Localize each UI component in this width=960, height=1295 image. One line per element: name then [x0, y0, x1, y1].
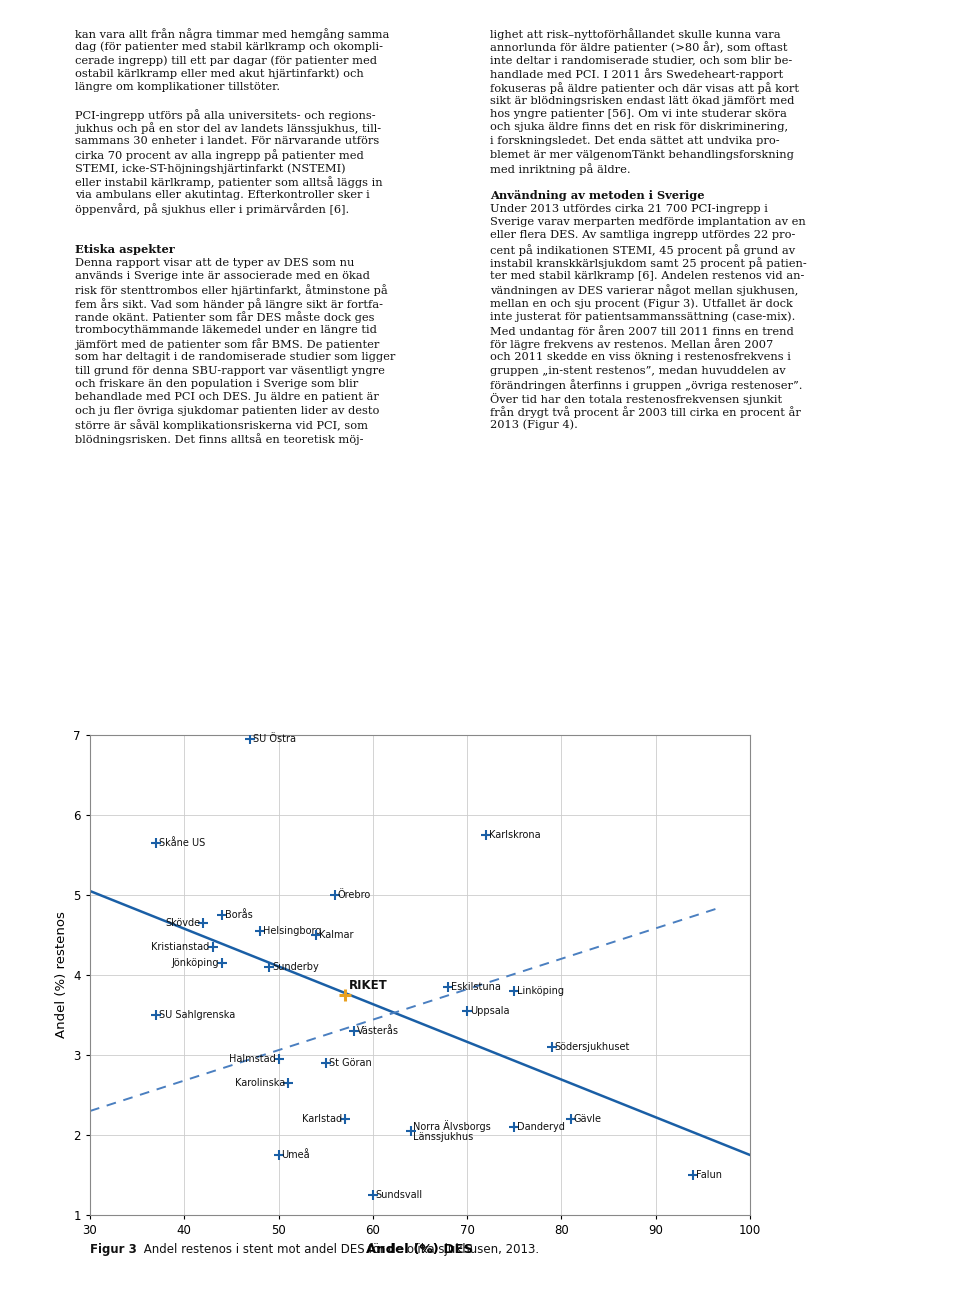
Text: i forskningsledet. Det enda sättet att undvika pro-: i forskningsledet. Det enda sättet att u…: [490, 136, 780, 146]
Text: inte justerat för patientsammanssättning (case-mix).: inte justerat för patientsammanssättning…: [490, 312, 796, 322]
Text: PCI-ingrepp utförs på alla universitets- och regions-: PCI-ingrepp utförs på alla universitets-…: [75, 109, 375, 120]
X-axis label: Andel (%) DES: Andel (%) DES: [367, 1243, 473, 1256]
Text: 11: 11: [907, 1270, 922, 1279]
Text: behandlade med PCI och DES. Ju äldre en patient är: behandlade med PCI och DES. Ju äldre en …: [75, 392, 379, 403]
Text: rande okänt. Patienter som får DES måste dock ges: rande okänt. Patienter som får DES måste…: [75, 312, 374, 324]
Text: blemet är mer välgenomTänkt behandlingsforskning: blemet är mer välgenomTänkt behandlingsf…: [490, 149, 794, 159]
Text: till grund för denna SBU-rapport var väsentligt yngre: till grund för denna SBU-rapport var väs…: [75, 365, 385, 376]
Text: Karlskrona: Karlskrona: [489, 830, 540, 840]
Text: Etiska aspekter: Etiska aspekter: [75, 243, 175, 255]
Text: Linköping: Linköping: [517, 985, 564, 996]
Text: RIKET: RIKET: [349, 979, 388, 992]
Text: Med undantag för åren 2007 till 2011 finns en trend: Med undantag för åren 2007 till 2011 fin…: [490, 325, 794, 337]
Text: förändringen återfinns i gruppen „övriga restenoser”.: förändringen återfinns i gruppen „övriga…: [490, 379, 803, 391]
Text: gruppen „in-stent restenos”, medan huvuddelen av: gruppen „in-stent restenos”, medan huvud…: [490, 365, 785, 376]
Text: cerade ingrepp) till ett par dagar (för patienter med: cerade ingrepp) till ett par dagar (för …: [75, 54, 377, 66]
Text: handlade med PCI. I 2011 års Swedeheart-rapport: handlade med PCI. I 2011 års Swedeheart-…: [490, 69, 783, 80]
Text: mellan en och sju procent (Figur 3). Utfallet är dock: mellan en och sju procent (Figur 3). Utf…: [490, 298, 793, 308]
Text: och 2011 skedde en viss ökning i restenosfrekvens i: och 2011 skedde en viss ökning i resteno…: [490, 352, 791, 363]
Text: Sundsvall: Sundsvall: [375, 1190, 422, 1200]
Text: används i Sverige inte är associerade med en ökad: används i Sverige inte är associerade me…: [75, 271, 370, 281]
Text: Denna rapport visar att de typer av DES som nu: Denna rapport visar att de typer av DES …: [75, 258, 354, 268]
Text: som har deltagit i de randomiserade studier som ligger: som har deltagit i de randomiserade stud…: [75, 352, 396, 363]
Text: trombocythämmande läkemedel under en längre tid: trombocythämmande läkemedel under en län…: [75, 325, 377, 335]
Text: Figur 3: Figur 3: [90, 1243, 136, 1256]
Text: Norra Älvsborgs
Länssjukhus: Norra Älvsborgs Länssjukhus: [414, 1120, 492, 1142]
Text: Sunderby: Sunderby: [272, 962, 319, 973]
Text: större är såväl komplikationsriskerna vid PCI, som: större är såväl komplikationsriskerna vi…: [75, 420, 368, 431]
Text: SU Sahlgrenska: SU Sahlgrenska: [158, 1010, 235, 1020]
Text: fem års sikt. Vad som händer på längre sikt är fortfa-: fem års sikt. Vad som händer på längre s…: [75, 298, 383, 310]
Text: kan vara allt från några timmar med hemgång samma: kan vara allt från några timmar med hemg…: [75, 28, 390, 40]
Text: SU Östra: SU Östra: [253, 734, 296, 745]
Text: och sjuka äldre finns det en risk för diskriminering,: och sjuka äldre finns det en risk för di…: [490, 123, 788, 132]
Text: Västerås: Västerås: [357, 1026, 398, 1036]
Text: Kristianstad: Kristianstad: [152, 941, 209, 952]
Text: cirka 70 procent av alla ingrepp på patienter med: cirka 70 procent av alla ingrepp på pati…: [75, 149, 364, 162]
Text: från drygt två procent år 2003 till cirka en procent år: från drygt två procent år 2003 till cirk…: [490, 407, 801, 418]
Text: SBU ALERT-RAPPORT 2014-06: SBU ALERT-RAPPORT 2014-06: [48, 1270, 212, 1279]
Text: eller instabil kärlkramp, patienter som alltså läggs in: eller instabil kärlkramp, patienter som …: [75, 176, 383, 188]
Text: annorlunda för äldre patienter (>80 år), som oftast: annorlunda för äldre patienter (>80 år),…: [490, 41, 787, 53]
Text: Karlstad: Karlstad: [301, 1114, 342, 1124]
Text: instabil kranskkärlsjukdom samt 25 procent på patien-: instabil kranskkärlsjukdom samt 25 proce…: [490, 258, 806, 269]
Text: för lägre frekvens av restenos. Mellan åren 2007: för lägre frekvens av restenos. Mellan å…: [490, 338, 773, 351]
Text: ter med stabil kärlkramp [6]. Andelen restenos vid an-: ter med stabil kärlkramp [6]. Andelen re…: [490, 271, 804, 281]
Text: längre om komplikationer tillstöter.: längre om komplikationer tillstöter.: [75, 82, 280, 92]
Text: Södersjukhuset: Södersjukhuset: [555, 1042, 630, 1052]
Text: cent på indikationen STEMI, 45 procent på grund av: cent på indikationen STEMI, 45 procent p…: [490, 243, 795, 256]
Text: Helsingborg: Helsingborg: [262, 926, 321, 936]
Text: Halmstad: Halmstad: [229, 1054, 276, 1064]
Text: Eskilstuna: Eskilstuna: [451, 982, 501, 992]
Text: Karolinska: Karolinska: [235, 1077, 285, 1088]
Text: Sverige varav merparten medförde implantation av en: Sverige varav merparten medförde implant…: [490, 218, 805, 227]
Text: Andel restenos i stent mot andel DES för de olika sjukhusen, 2013.: Andel restenos i stent mot andel DES för…: [140, 1243, 540, 1256]
Text: öppenvård, på sjukhus eller i primärvården [6].: öppenvård, på sjukhus eller i primärvård…: [75, 203, 349, 215]
Text: jukhus och på en stor del av landets länssjukhus, till-: jukhus och på en stor del av landets län…: [75, 123, 381, 135]
Text: jämfört med de patienter som får BMS. De patienter: jämfört med de patienter som får BMS. De…: [75, 338, 379, 351]
Text: blödningsrisken. Det finns alltså en teoretisk möj-: blödningsrisken. Det finns alltså en teo…: [75, 433, 364, 444]
Text: via ambulans eller akutintag. Efterkontroller sker i: via ambulans eller akutintag. Efterkontr…: [75, 190, 370, 199]
Text: Användning av metoden i Sverige: Användning av metoden i Sverige: [490, 190, 705, 201]
Text: dag (för patienter med stabil kärlkramp och okompli-: dag (för patienter med stabil kärlkramp …: [75, 41, 383, 52]
Text: Borås: Borås: [225, 910, 252, 919]
Text: 2013 (Figur 4).: 2013 (Figur 4).: [490, 420, 578, 430]
Y-axis label: Andel (%) restenos: Andel (%) restenos: [55, 912, 68, 1039]
Text: sikt är blödningsrisken endast lätt ökad jämfört med: sikt är blödningsrisken endast lätt ökad…: [490, 96, 794, 105]
Text: eller flera DES. Av samtliga ingrepp utfördes 22 pro-: eller flera DES. Av samtliga ingrepp utf…: [490, 231, 796, 241]
Text: Uppsala: Uppsala: [470, 1006, 510, 1017]
Text: risk för stenttrombos eller hjärtinfarkt, åtminstone på: risk för stenttrombos eller hjärtinfarkt…: [75, 285, 388, 297]
Text: inte deltar i randomiserade studier, och som blir be-: inte deltar i randomiserade studier, och…: [490, 54, 792, 65]
Text: Skåne US: Skåne US: [158, 838, 205, 848]
Text: lighet att risk–nyttoförhållandet skulle kunna vara: lighet att risk–nyttoförhållandet skulle…: [490, 28, 780, 40]
Text: och ju fler övriga sjukdomar patienten lider av desto: och ju fler övriga sjukdomar patienten l…: [75, 407, 379, 416]
Text: med inriktning på äldre.: med inriktning på äldre.: [490, 163, 631, 175]
Text: fokuseras på äldre patienter och där visas att på kort: fokuseras på äldre patienter och där vis…: [490, 82, 799, 93]
Text: vändningen av DES varierar något mellan sjukhusen,: vändningen av DES varierar något mellan …: [490, 285, 799, 297]
Text: sammans 30 enheter i landet. För närvarande utförs: sammans 30 enheter i landet. För närvara…: [75, 136, 379, 146]
Text: Gävle: Gävle: [574, 1114, 602, 1124]
Text: hos yngre patienter [56]. Om vi inte studerar sköra: hos yngre patienter [56]. Om vi inte stu…: [490, 109, 787, 119]
Text: Örebro: Örebro: [338, 890, 372, 900]
Text: Umeå: Umeå: [281, 1150, 310, 1160]
Text: Över tid har den totala restenosfrekvensen sjunkit: Över tid har den totala restenosfrekvens…: [490, 392, 782, 404]
Text: Jönköping: Jönköping: [172, 958, 219, 967]
Text: Falun: Falun: [696, 1169, 722, 1180]
Text: och friskare än den population i Sverige som blir: och friskare än den population i Sverige…: [75, 379, 358, 388]
Text: ostabil kärlkramp eller med akut hjärtinfarkt) och: ostabil kärlkramp eller med akut hjärtin…: [75, 69, 364, 79]
Text: STEMI, icke-ST-höjningshjärtinfarkt (NSTEMI): STEMI, icke-ST-höjningshjärtinfarkt (NST…: [75, 163, 346, 174]
Text: Danderyd: Danderyd: [517, 1121, 565, 1132]
Text: Skövde: Skövde: [165, 918, 201, 929]
Text: Under 2013 utfördes cirka 21 700 PCI-ingrepp i: Under 2013 utfördes cirka 21 700 PCI-ing…: [490, 203, 768, 214]
Text: St Göran: St Göran: [328, 1058, 372, 1068]
Text: Kalmar: Kalmar: [319, 930, 353, 940]
